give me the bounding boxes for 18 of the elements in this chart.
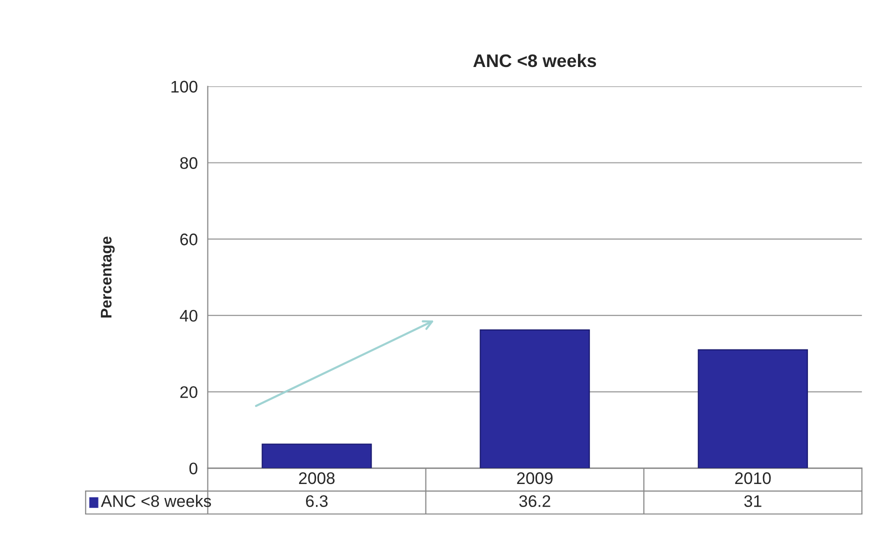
x-tick-label: 2008 xyxy=(299,472,335,484)
bar xyxy=(698,349,808,468)
data-label: 31 xyxy=(744,495,762,508)
data-label: 36.2 xyxy=(519,495,550,508)
y-tick-label: 80 xyxy=(180,157,198,169)
bar xyxy=(480,329,590,468)
y-axis-title: Percentage xyxy=(100,236,115,318)
x-tick-label: 2010 xyxy=(735,472,771,484)
y-tick-label: 40 xyxy=(180,310,198,322)
y-tick-label: 60 xyxy=(180,234,198,246)
y-tick-label: 100 xyxy=(171,80,198,93)
bar xyxy=(262,444,372,468)
data-label: 6.3 xyxy=(306,495,328,508)
x-tick-label: 2009 xyxy=(517,472,553,484)
chart-title: ANC <8 weeks xyxy=(473,54,596,68)
legend-label: ANC <8 weeks xyxy=(100,494,211,508)
y-tick-label: 20 xyxy=(180,386,198,398)
y-tick-label: 0 xyxy=(189,462,198,474)
